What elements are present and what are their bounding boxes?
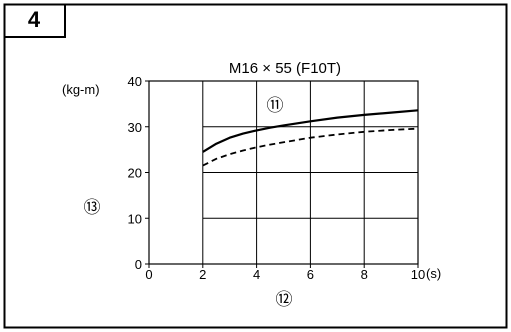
figure-number: 4 [27, 7, 41, 32]
x-tick-label: 2 [199, 267, 206, 282]
figure-number-badge: 4 [4, 4, 66, 38]
series-line-2-dashed [202, 127, 419, 167]
chart-title: M16 × 55 (F10T) [229, 60, 341, 77]
y-tick-label: 10 [128, 211, 142, 226]
series-line-1-solid [202, 109, 419, 153]
x-tick-label: 10 [411, 267, 425, 282]
series-marker-label: ⑪ [267, 96, 284, 115]
y-axis-label: (kg-m) [62, 82, 100, 97]
y-tick-label: 0 [135, 257, 142, 272]
x-axis-ticks: 0 2 4 6 8 10 [145, 264, 425, 282]
x-tick-label: 0 [145, 267, 152, 282]
x-tick-label: 6 [307, 267, 314, 282]
series-layer [202, 109, 419, 167]
y-axis-ticks: 0 10 20 30 40 [128, 74, 149, 272]
x-axis-unit-label: (s) [426, 266, 441, 281]
x-marker-label: ⑫ [276, 290, 293, 309]
y-tick-label: 40 [128, 74, 142, 89]
y-tick-label: 30 [128, 120, 142, 135]
x-tick-label: 8 [361, 267, 368, 282]
chart-grid [202, 81, 418, 264]
y-tick-label: 20 [128, 166, 142, 181]
x-tick-label: 4 [253, 267, 260, 282]
y-marker-label: ⑬ [84, 198, 101, 217]
